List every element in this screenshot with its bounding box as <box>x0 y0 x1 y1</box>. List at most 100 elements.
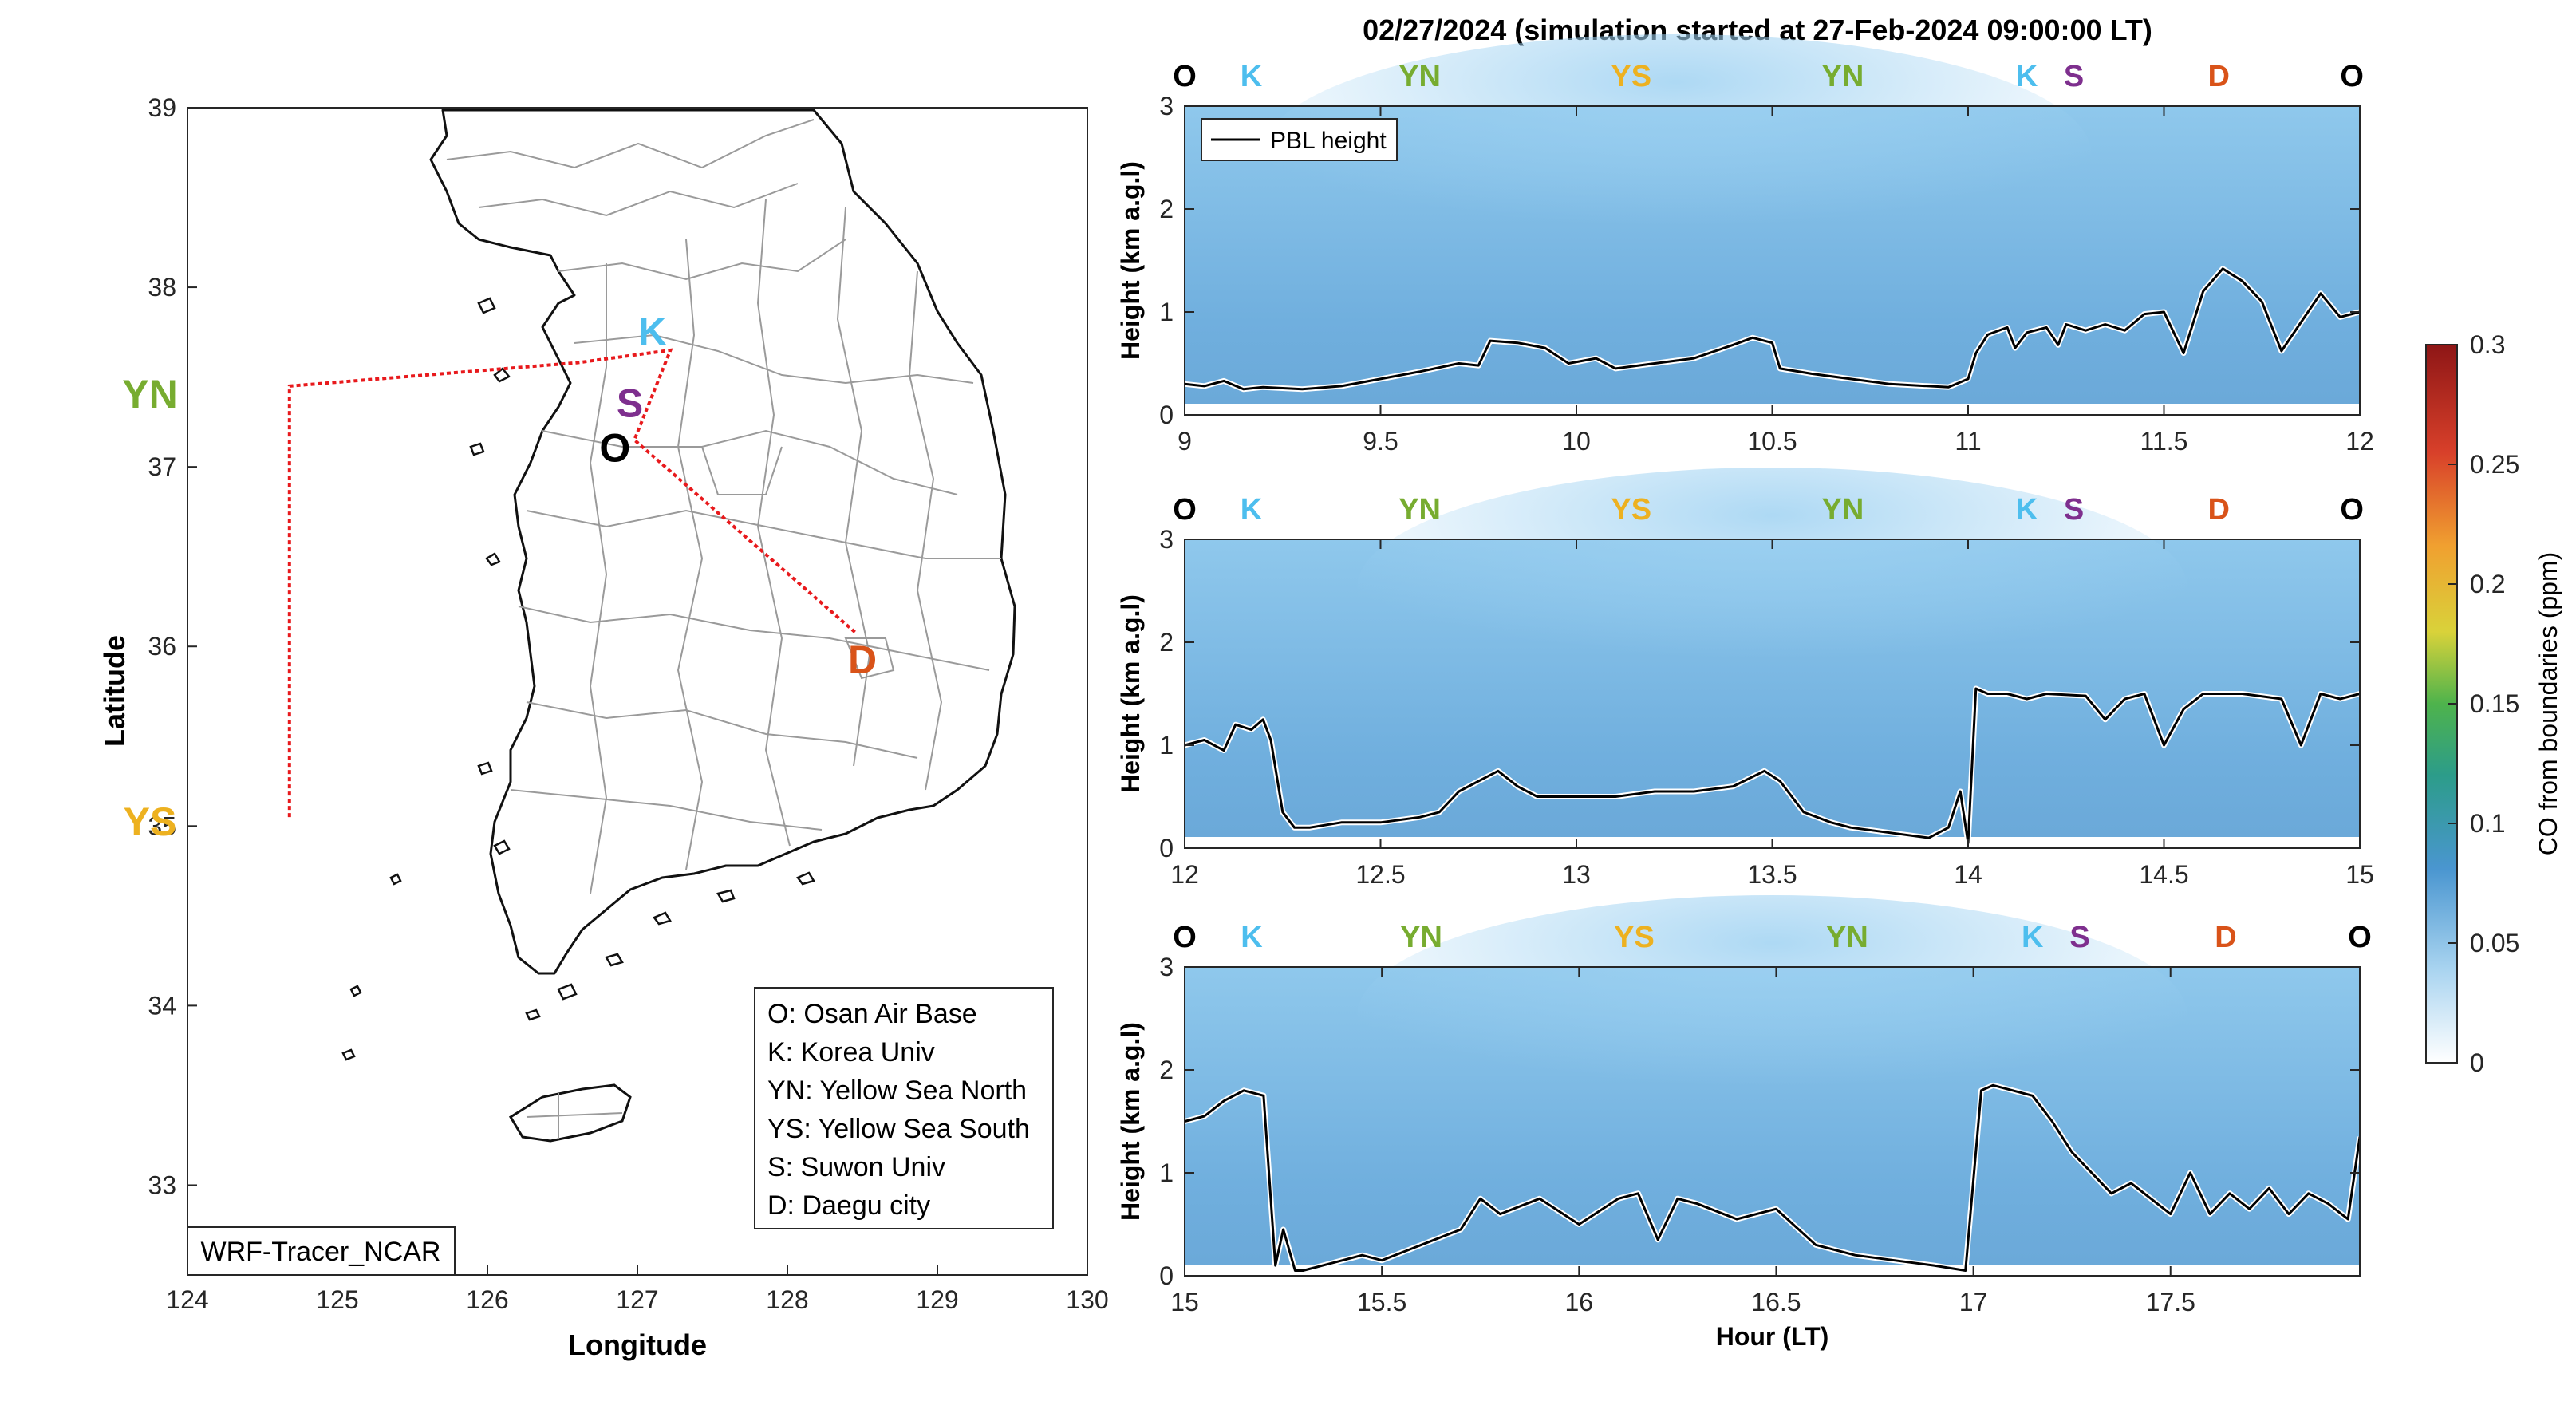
colorbar-tick-label: 0.2 <box>2470 570 2505 598</box>
pbl-line <box>1184 687 2361 844</box>
panel-site-label-yn: YN <box>1826 921 1868 954</box>
xtick-label: 14.5 <box>2139 860 2188 889</box>
ytick-label: 1 <box>1159 298 1174 326</box>
panel-site-label-ys: YS <box>1611 493 1651 527</box>
ytick-label: 1 <box>1159 1158 1174 1187</box>
coastal-islands <box>341 297 815 1061</box>
colorbar: 0 0.05 0.1 0.15 0.2 0.25 0.3 CO from boundarie… <box>2425 330 2562 1077</box>
ytick-label: 3 <box>1159 525 1174 554</box>
co-curtain-haze <box>1357 895 2187 1135</box>
panel-site-label-ys: YS <box>1611 60 1651 93</box>
map-xtick-label: 130 <box>1066 1285 1108 1314</box>
site-legend-box <box>754 987 1054 1229</box>
xtick-label: 12.5 <box>1355 860 1405 889</box>
jeju-island <box>508 1083 632 1143</box>
colorbar-tick-label: 0.25 <box>2470 450 2519 479</box>
panel-site-label-d: D <box>2215 921 2236 954</box>
panel-site-label-s: S <box>2069 921 2089 954</box>
site-legend-item: YS: Yellow Sea South <box>767 1114 1030 1144</box>
model-label-box <box>187 1226 456 1276</box>
pbl-panel-3: 15 15.5 16 16.5 17 17.5 0 1 2 3 Height (km a.g.l) O… <box>1116 895 2372 1351</box>
site-legend-item: D: Daegu city <box>767 1190 930 1221</box>
site-label-ys: YS <box>124 799 177 844</box>
map-ytick-label: 39 <box>148 93 176 122</box>
xtick-label: 10 <box>1562 427 1591 456</box>
xtick-label: 14 <box>1954 860 1982 889</box>
xtick-label: 13 <box>1562 860 1591 889</box>
panel-site-label-s: S <box>2064 493 2084 527</box>
site-legend-item: S: Suwon Univ <box>767 1152 945 1182</box>
map-ytick-label: 35 <box>148 811 176 840</box>
panel-site-label-o: O <box>1173 921 1197 954</box>
panel-axes-box <box>1184 966 2361 1277</box>
site-label-o: O <box>599 426 630 471</box>
site-label-d: D <box>848 637 877 682</box>
site-label-k: K <box>638 309 667 353</box>
colorbar-tick-label: 0.05 <box>2470 929 2519 957</box>
map-xtick-label: 125 <box>316 1285 358 1314</box>
panel-site-label-k: K <box>2016 60 2038 93</box>
panel-xlabel: Hour (LT) <box>1716 1322 1829 1351</box>
site-label-s: S <box>617 381 643 425</box>
xtick-label: 16.5 <box>1751 1288 1801 1316</box>
pbl-legend-label: PBL height <box>1270 128 1387 154</box>
ytick-label: 2 <box>1159 628 1174 657</box>
site-legend-item: O: Osan Air Base <box>767 999 977 1029</box>
ytick-label: 2 <box>1159 1056 1174 1084</box>
xtick-label: 9.5 <box>1363 427 1398 456</box>
xtick-label: 16 <box>1564 1288 1593 1316</box>
pbl-line <box>1184 267 2361 391</box>
panel-site-label-d: D <box>2208 493 2230 527</box>
map-xtick-label: 124 <box>166 1285 208 1314</box>
panel-site-label-o: O <box>2340 493 2364 527</box>
surface-strip <box>1185 1265 2360 1276</box>
panel-site-label-s: S <box>2064 60 2084 93</box>
panel-site-label-k: K <box>1241 493 1263 527</box>
site-legend-item: K: Korea Univ <box>767 1037 935 1068</box>
map-panel: 124 125 126 127 128 129 130 33 34 35 36 37 38 39 <box>98 93 1109 1361</box>
colorbar-label: CO from boundaries (ppm) <box>2534 552 2562 856</box>
map-ytick-label: 36 <box>148 632 176 661</box>
panel-site-label-k: K <box>1241 921 1263 954</box>
xtick-label: 11.5 <box>2140 427 2188 456</box>
map-xlabel: Longitude <box>568 1328 707 1361</box>
xtick-label: 11 <box>1955 427 1981 456</box>
panel-site-label-ys: YS <box>1614 921 1655 954</box>
panel-ylabel: Height (km a.g.l) <box>1116 1022 1145 1221</box>
panel-site-label-yn: YN <box>1398 493 1441 527</box>
ytick-label: 1 <box>1159 731 1174 760</box>
ytick-label: 2 <box>1159 195 1174 223</box>
co-curtain-haze <box>1357 468 2187 707</box>
panel-site-label-d: D <box>2208 60 2230 93</box>
panel-site-label-yn: YN <box>1398 60 1441 93</box>
panel-site-label-k: K <box>2016 493 2038 527</box>
map-ytick-label: 38 <box>148 273 176 302</box>
map-xtick-label: 128 <box>766 1285 808 1314</box>
xtick-label: 9 <box>1178 427 1192 456</box>
model-label: WRF-Tracer_NCAR <box>201 1237 441 1267</box>
xtick-label: 17 <box>1959 1288 1988 1316</box>
site-labels: O K YN YS S D <box>122 309 877 843</box>
panel-site-label-yn: YN <box>1400 921 1442 954</box>
xtick-label: 12 <box>2345 427 2374 456</box>
route-line <box>287 348 856 818</box>
panel-ylabel: Height (km a.g.l) <box>1116 594 1145 793</box>
site-legend: O: Osan Air Base K: Korea Univ YN: Yellow … <box>754 987 1054 1229</box>
ytick-label: 0 <box>1159 834 1174 862</box>
panel-site-label-yn: YN <box>1821 493 1864 527</box>
map-ytick-label: 34 <box>148 991 176 1020</box>
panel-site-label-o: O <box>1173 60 1197 93</box>
xtick-label: 12 <box>1170 860 1199 889</box>
xtick-label: 15 <box>1170 1288 1199 1316</box>
admin-boundaries <box>446 119 1001 894</box>
panel-ylabel: Height (km a.g.l) <box>1116 161 1145 360</box>
colorbar-tick-label: 0 <box>2470 1048 2484 1077</box>
map-ytick-label: 33 <box>148 1170 176 1199</box>
peninsula-outline <box>429 109 1016 975</box>
ytick-label: 3 <box>1159 953 1174 981</box>
co-curtain-haze <box>1261 34 2092 274</box>
